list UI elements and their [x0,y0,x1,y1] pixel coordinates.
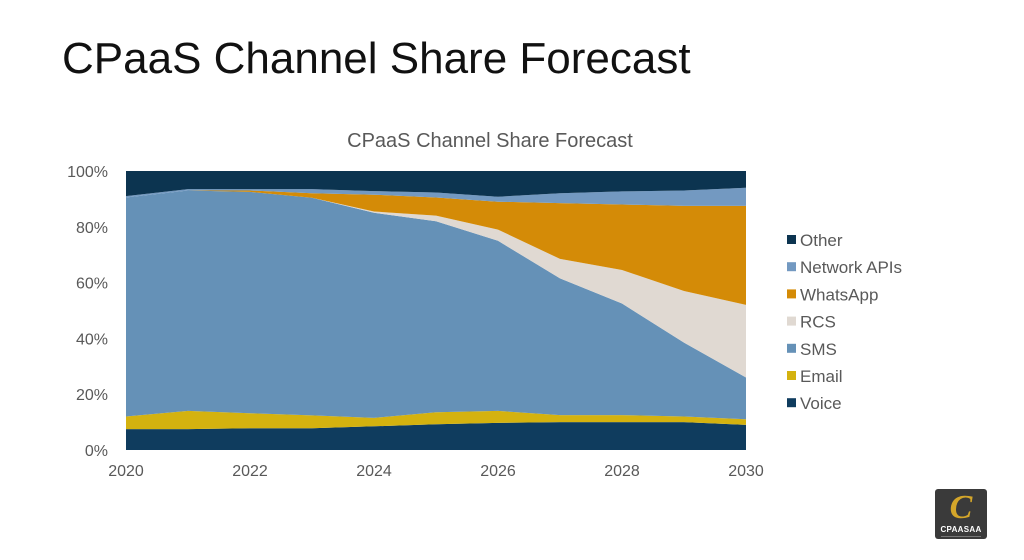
area-network-apis [126,187,746,206]
legend-label-voice: Voice [800,394,842,413]
legend-label-whatsapp: WhatsApp [800,285,878,304]
area-voice [126,422,746,450]
y-tick-label: 0% [85,443,108,460]
legend-swatch-network-apis [787,262,796,272]
legend-swatch-sms [787,343,796,353]
series-areas [126,171,746,450]
x-tick-label: 2026 [480,463,516,480]
x-tick-label: 2030 [728,463,764,480]
legend-swatch-email [787,371,796,380]
y-tick-label: 40% [76,331,108,348]
area-email [126,410,746,430]
legend-swatch-whatsapp [787,289,796,299]
logo-underline [941,536,981,537]
area-sms [126,190,746,420]
area-whatsapp [126,190,746,305]
y-tick-label: 80% [76,220,108,237]
legend-swatch-voice [787,398,796,408]
logo-text: CPAASAA [940,525,982,534]
legend-label-email: Email [800,367,843,386]
legend-label-network-apis: Network APIs [800,258,902,277]
logo-glyph: C [949,489,973,526]
legend-label-rcs: RCS [800,313,836,332]
y-tick-label: 100% [67,164,108,181]
legend-swatch-rcs [787,316,796,326]
legend: Other Network APIs WhatsApp RCS SMS Email Voic… [787,231,902,413]
legend-label-sms: SMS [800,340,837,359]
legend-swatch-other [787,235,796,244]
x-tick-label: 2028 [604,463,640,480]
area-rcs [126,190,746,378]
legend-label-other: Other [800,231,843,250]
x-tick-label: 2024 [356,463,392,480]
y-tick-label: 60% [76,276,108,293]
x-axis: 2020 2022 2024 2026 2028 2030 [108,463,764,480]
x-tick-label: 2020 [108,463,144,480]
area-other [126,171,746,197]
chart-title: CPaaS Channel Share Forecast [347,130,633,152]
slide-title: CPaaS Channel Share Forecast [62,34,691,83]
x-tick-label: 2022 [232,463,268,480]
company-logo: C CPAASAA [935,489,987,539]
y-axis: 0% 20% 40% 60% 80% 100% [67,164,108,460]
y-tick-label: 20% [76,387,108,404]
